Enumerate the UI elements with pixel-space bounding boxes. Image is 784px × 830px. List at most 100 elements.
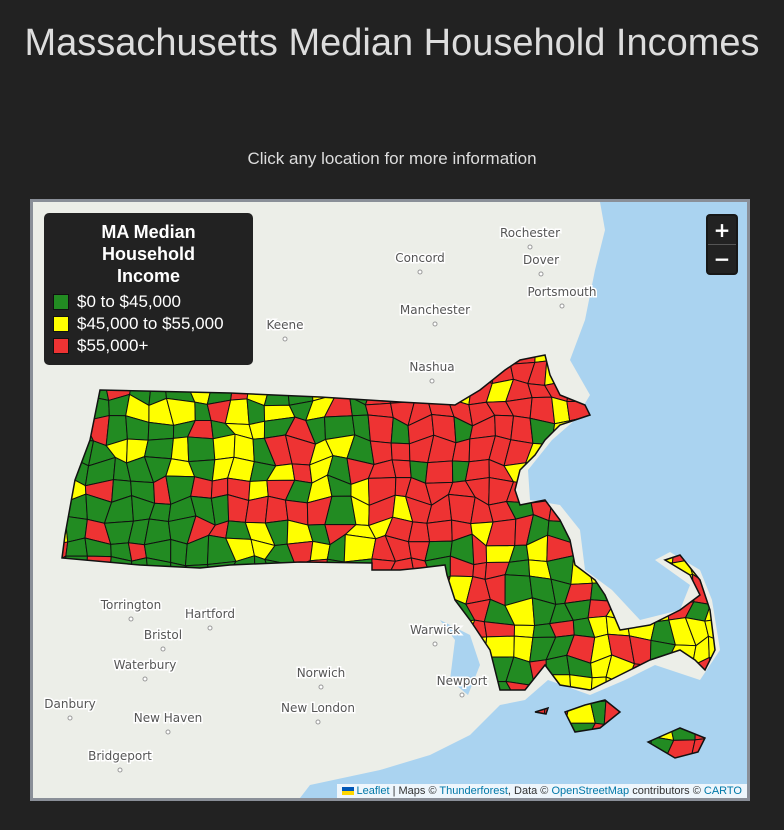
town[interactable] <box>73 657 95 683</box>
town[interactable] <box>133 677 150 707</box>
town[interactable] <box>246 761 275 783</box>
town[interactable] <box>426 720 454 739</box>
town[interactable] <box>190 476 213 499</box>
town[interactable] <box>426 519 453 543</box>
town[interactable] <box>132 762 154 778</box>
town[interactable] <box>390 700 415 725</box>
town[interactable] <box>64 420 95 442</box>
town[interactable] <box>427 397 455 418</box>
town[interactable] <box>264 715 296 744</box>
town[interactable] <box>307 599 335 627</box>
town[interactable] <box>484 635 515 658</box>
town[interactable] <box>187 436 216 463</box>
town[interactable] <box>345 718 376 740</box>
town[interactable] <box>170 574 196 605</box>
town[interactable] <box>365 737 395 756</box>
town[interactable] <box>170 436 190 463</box>
town[interactable] <box>50 455 68 480</box>
town[interactable] <box>47 501 67 523</box>
town[interactable] <box>386 342 409 363</box>
town[interactable] <box>270 740 293 761</box>
town[interactable] <box>47 473 67 503</box>
town[interactable] <box>228 639 255 663</box>
town[interactable] <box>186 655 214 683</box>
town[interactable] <box>192 740 207 763</box>
town[interactable] <box>104 619 136 643</box>
town[interactable] <box>324 734 357 759</box>
town[interactable] <box>284 600 315 627</box>
town[interactable] <box>204 740 237 761</box>
town[interactable] <box>405 713 431 740</box>
town[interactable] <box>405 377 429 403</box>
town[interactable] <box>434 334 453 363</box>
town[interactable] <box>309 358 332 387</box>
town[interactable] <box>366 699 394 725</box>
town[interactable] <box>426 384 457 402</box>
town[interactable] <box>263 594 294 624</box>
town[interactable] <box>263 378 290 407</box>
town[interactable] <box>449 694 475 725</box>
town[interactable] <box>366 722 394 746</box>
town[interactable] <box>386 713 415 746</box>
town[interactable] <box>350 357 375 383</box>
town[interactable] <box>50 555 67 581</box>
town[interactable] <box>347 633 373 661</box>
town[interactable] <box>363 623 396 641</box>
town[interactable] <box>108 556 133 585</box>
town[interactable] <box>384 377 416 404</box>
town[interactable] <box>309 540 331 562</box>
town[interactable] <box>371 653 394 687</box>
town[interactable] <box>87 641 111 665</box>
town[interactable] <box>310 754 327 783</box>
town[interactable] <box>264 658 291 684</box>
town[interactable] <box>405 640 433 666</box>
town[interactable] <box>106 718 136 746</box>
town[interactable] <box>203 573 234 602</box>
town[interactable] <box>170 538 188 567</box>
town[interactable] <box>170 722 194 747</box>
town[interactable] <box>243 679 273 701</box>
town[interactable] <box>244 495 269 524</box>
town[interactable] <box>89 676 117 700</box>
town[interactable] <box>289 335 314 365</box>
town[interactable] <box>283 560 311 587</box>
town[interactable] <box>206 661 237 679</box>
town[interactable] <box>73 634 95 663</box>
town[interactable] <box>384 358 409 384</box>
town[interactable] <box>173 655 194 683</box>
town[interactable] <box>68 594 93 627</box>
town[interactable] <box>70 615 93 646</box>
town[interactable] <box>271 757 291 783</box>
town[interactable] <box>390 442 411 462</box>
zoom-out[interactable]: − <box>708 244 736 273</box>
town[interactable] <box>306 735 331 758</box>
town[interactable] <box>313 634 330 667</box>
town[interactable] <box>509 343 537 365</box>
town[interactable] <box>48 661 76 687</box>
town[interactable] <box>47 634 75 665</box>
town[interactable] <box>513 624 536 639</box>
town[interactable] <box>147 421 175 441</box>
town[interactable] <box>227 573 256 601</box>
map[interactable]: Rochester Dover Concord Portsmouth Mancheste… <box>30 199 750 801</box>
town[interactable] <box>304 678 335 704</box>
town[interactable] <box>186 618 214 645</box>
town[interactable] <box>69 380 94 398</box>
town[interactable] <box>289 633 316 667</box>
town[interactable] <box>286 358 313 384</box>
town[interactable] <box>289 737 315 759</box>
town[interactable] <box>443 335 467 363</box>
town[interactable] <box>407 334 436 363</box>
town[interactable] <box>422 574 452 596</box>
town[interactable] <box>392 639 407 659</box>
town[interactable] <box>48 373 72 400</box>
town[interactable] <box>367 414 394 444</box>
town[interactable] <box>84 718 116 745</box>
town[interactable] <box>246 717 272 744</box>
town[interactable] <box>49 437 68 457</box>
town[interactable] <box>343 653 373 687</box>
town[interactable] <box>188 757 214 782</box>
town[interactable] <box>309 335 336 363</box>
town[interactable] <box>263 634 296 666</box>
town[interactable] <box>394 617 410 646</box>
